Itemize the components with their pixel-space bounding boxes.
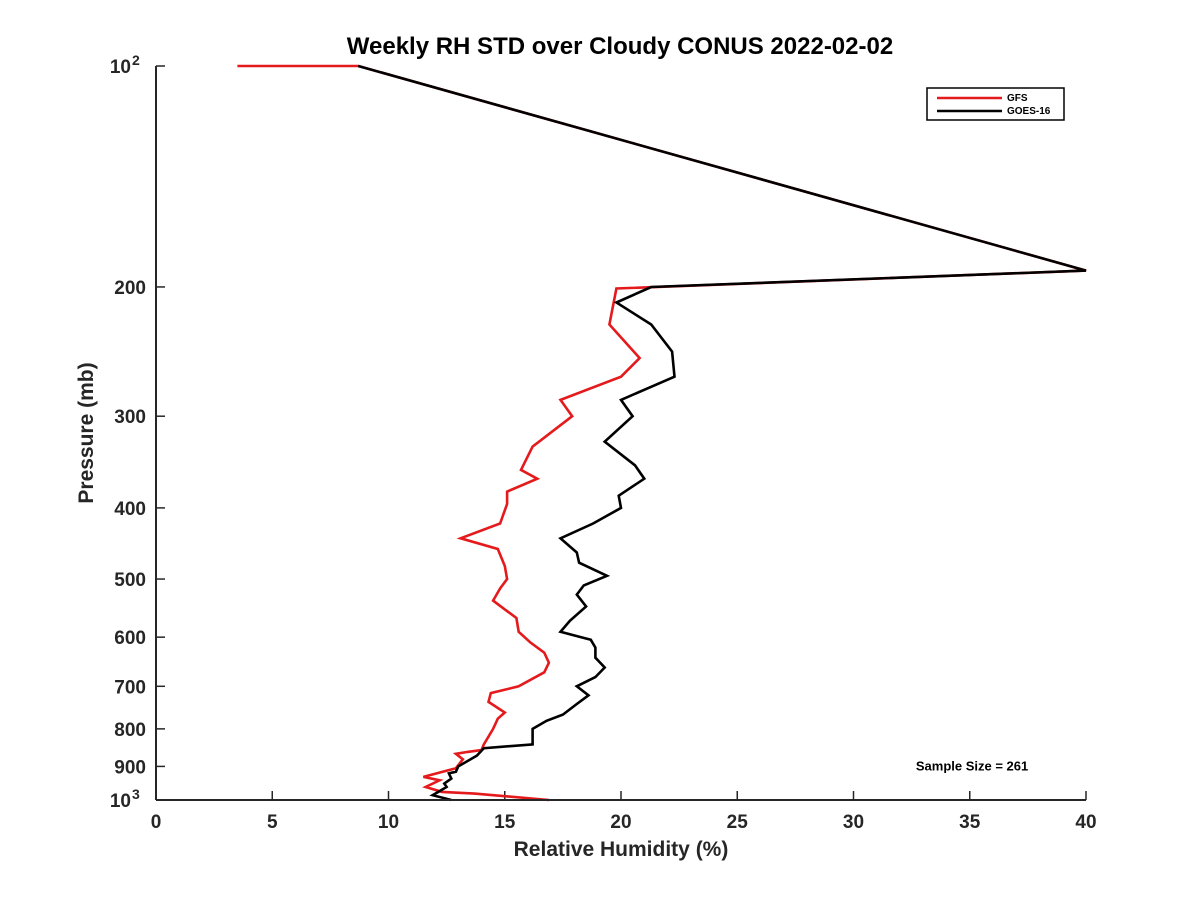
x-tick-label: 0 (151, 812, 162, 833)
y-tick-label: 200 (114, 278, 146, 299)
y-tick-label: 600 (114, 628, 146, 649)
y-tick-label: 400 (114, 499, 146, 520)
y-tick-label: 700 (114, 677, 146, 698)
y-tick-label: 300 (114, 407, 146, 428)
y-tick-label: 500 (114, 570, 146, 591)
y-tick-label: 10 (110, 57, 131, 78)
series-layer (237, 64, 1087, 802)
y-tick-label: 10 (110, 791, 131, 812)
x-tick-label: 10 (378, 812, 399, 833)
series-line-goes16 (357, 64, 1087, 802)
x-tick-label: 5 (267, 812, 278, 833)
legend-box (926, 87, 1065, 121)
chart-title: Weekly RH STD over Cloudy CONUS 2022-02-… (347, 33, 893, 60)
x-tick-label: 30 (843, 812, 864, 833)
y-tick-exponent: 3 (132, 786, 140, 802)
x-tick-label: 35 (959, 812, 981, 833)
x-tick-label: 40 (1075, 812, 1096, 833)
x-axis-ticks: 0 5 10 15 20 25 30 35 40 (151, 791, 1097, 833)
legend-label-gfs: GFS (1007, 93, 1028, 104)
x-tick-label: 15 (494, 812, 516, 833)
x-tick-label: 25 (727, 812, 749, 833)
y-axis-label: Pressure (mb) (75, 362, 98, 503)
y-tick-label: 900 (114, 757, 146, 778)
x-axis-label: Relative Humidity (%) (514, 838, 729, 861)
y-tick-label: 800 (114, 720, 146, 741)
legend-label-goes16: GOES-16 (1007, 106, 1051, 117)
y-tick-exponent: 2 (132, 52, 140, 68)
legend: GFS GOES-16 (926, 87, 1065, 121)
series-line-gfs (237, 64, 1087, 802)
sample-size-annotation: Sample Size = 261 (916, 758, 1028, 773)
x-tick-label: 20 (610, 812, 631, 833)
